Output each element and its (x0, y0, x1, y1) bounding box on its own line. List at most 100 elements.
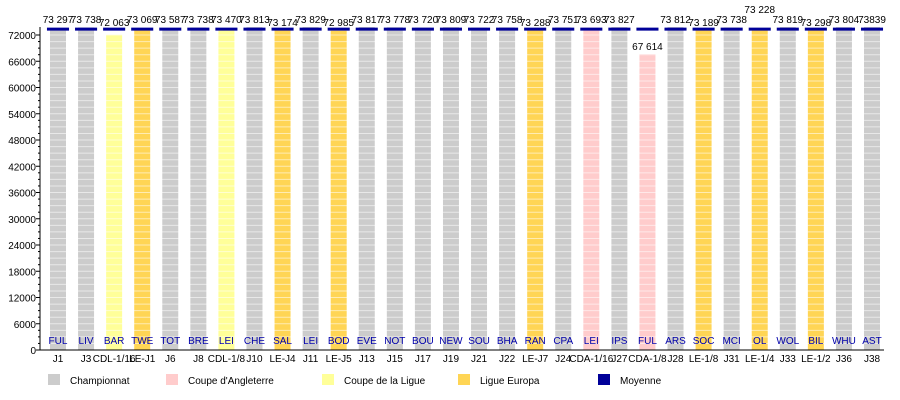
opponent-label: WHU (832, 336, 856, 347)
x-tick-label: J11 (303, 354, 319, 365)
value-label: 73 751 (548, 15, 579, 26)
opponent-label: FUL (638, 336, 657, 347)
opponent-label: TOT (160, 336, 180, 347)
x-tick-label: J6 (165, 354, 176, 365)
x-tick-label: J21 (471, 354, 488, 365)
bar-25 (751, 29, 768, 350)
bar-15 (471, 27, 488, 351)
bar-18 (555, 27, 572, 350)
legend-label: Moyenne (620, 376, 662, 387)
value-label: 73 228 (744, 5, 775, 16)
y-tick-label: 18000 (8, 267, 36, 278)
x-tick-label: J36 (836, 354, 853, 365)
value-label: 73 174 (267, 18, 298, 29)
legend-swatch (598, 374, 610, 385)
bar-10 (330, 30, 347, 351)
y-tick-label: 12000 (8, 294, 36, 305)
opponent-label: TWE (131, 336, 154, 347)
legend-label: Ligue Europa (480, 376, 540, 387)
x-tick-label: J31 (724, 354, 741, 365)
x-tick-label: J22 (499, 354, 516, 365)
x-tick-label: J19 (443, 354, 460, 365)
value-label: 73 587 (155, 15, 186, 26)
x-tick-label: J28 (667, 354, 684, 365)
value-label: 73 813 (239, 15, 270, 26)
bar-20 (611, 27, 628, 351)
value-label: 73 069 (127, 15, 158, 26)
value-label: 73 809 (436, 15, 467, 26)
bar-27 (807, 29, 824, 350)
x-tick-label: J15 (387, 354, 404, 365)
bar-23 (695, 29, 712, 350)
bar-4 (162, 28, 179, 350)
bar-3 (134, 30, 151, 351)
opponent-label: NOT (384, 336, 405, 347)
value-label: 73 288 (520, 18, 551, 29)
x-tick-label: J3 (81, 354, 92, 365)
legend-label: Coupe de la Ligue (344, 376, 426, 387)
value-label: 73 738 (71, 15, 102, 26)
value-label: 73 189 (688, 18, 719, 29)
bar-22 (667, 27, 684, 350)
x-tick-label: J17 (415, 354, 432, 365)
value-label: 73 817 (351, 15, 382, 26)
legend-label: Coupe d'Angleterre (188, 376, 274, 387)
value-label: 73 778 (380, 15, 411, 26)
value-label: 73 804 (829, 15, 860, 26)
value-label: 73 819 (772, 15, 803, 26)
bar-7 (246, 27, 263, 351)
opponent-label: OL (753, 336, 767, 347)
bar-16 (499, 27, 516, 351)
y-tick-label: 66000 (8, 57, 36, 68)
bar-17 (527, 29, 544, 351)
x-tick-label: CDL-1/16 (93, 354, 136, 365)
opponent-label: EVE (357, 336, 377, 347)
opponent-label: ARS (665, 336, 686, 347)
x-tick-label: J10 (246, 354, 263, 365)
opponent-label: SAL (273, 336, 292, 347)
bar-14 (442, 27, 459, 350)
y-tick-label: 30000 (8, 215, 36, 226)
bar-19 (583, 27, 600, 350)
value-label: 67 614 (632, 42, 663, 53)
opponent-label: CPA (553, 336, 573, 347)
value-label: 73 470 (211, 15, 242, 26)
opponent-label: BIL (808, 336, 823, 347)
value-label: 73 812 (660, 15, 691, 26)
opponent-label: FUL (49, 336, 68, 347)
bar-13 (414, 27, 431, 350)
x-tick-label: LE-1/8 (689, 354, 719, 365)
value-label: 73 829 (295, 15, 326, 26)
bar-5 (190, 27, 207, 351)
x-tick-label: CDA-1/16 (569, 354, 613, 365)
legend-swatch (458, 374, 470, 385)
legend-label: Championnat (70, 376, 130, 387)
x-tick-label: LE-1/2 (801, 354, 831, 365)
opponent-label: BHA (497, 336, 518, 347)
value-label: 73 827 (604, 15, 635, 26)
x-tick-label: J8 (193, 354, 204, 365)
x-tick-label: J27 (611, 354, 628, 365)
x-tick-label: J13 (359, 354, 376, 365)
opponent-label: BOU (412, 336, 434, 347)
opponent-label: LIV (79, 336, 94, 347)
bar-6 (218, 28, 235, 350)
y-tick-label: 36000 (8, 189, 36, 200)
legend-swatch (166, 374, 178, 385)
value-label: 73 720 (408, 15, 439, 26)
bar-9 (302, 26, 319, 350)
bar-28 (835, 27, 852, 350)
y-tick-label: 54000 (8, 110, 36, 121)
x-tick-label: CDL-1/8 (208, 354, 246, 365)
bar-21 (639, 54, 656, 350)
opponent-label: WOL (776, 336, 799, 347)
bar-0 (50, 29, 66, 351)
y-tick-label: 48000 (8, 136, 36, 147)
value-label: 73 738 (183, 15, 214, 26)
value-label: 72 063 (99, 18, 130, 29)
x-tick-label: J24 (555, 354, 572, 365)
y-tick-label: 0 (30, 346, 36, 357)
bar-11 (358, 27, 375, 350)
